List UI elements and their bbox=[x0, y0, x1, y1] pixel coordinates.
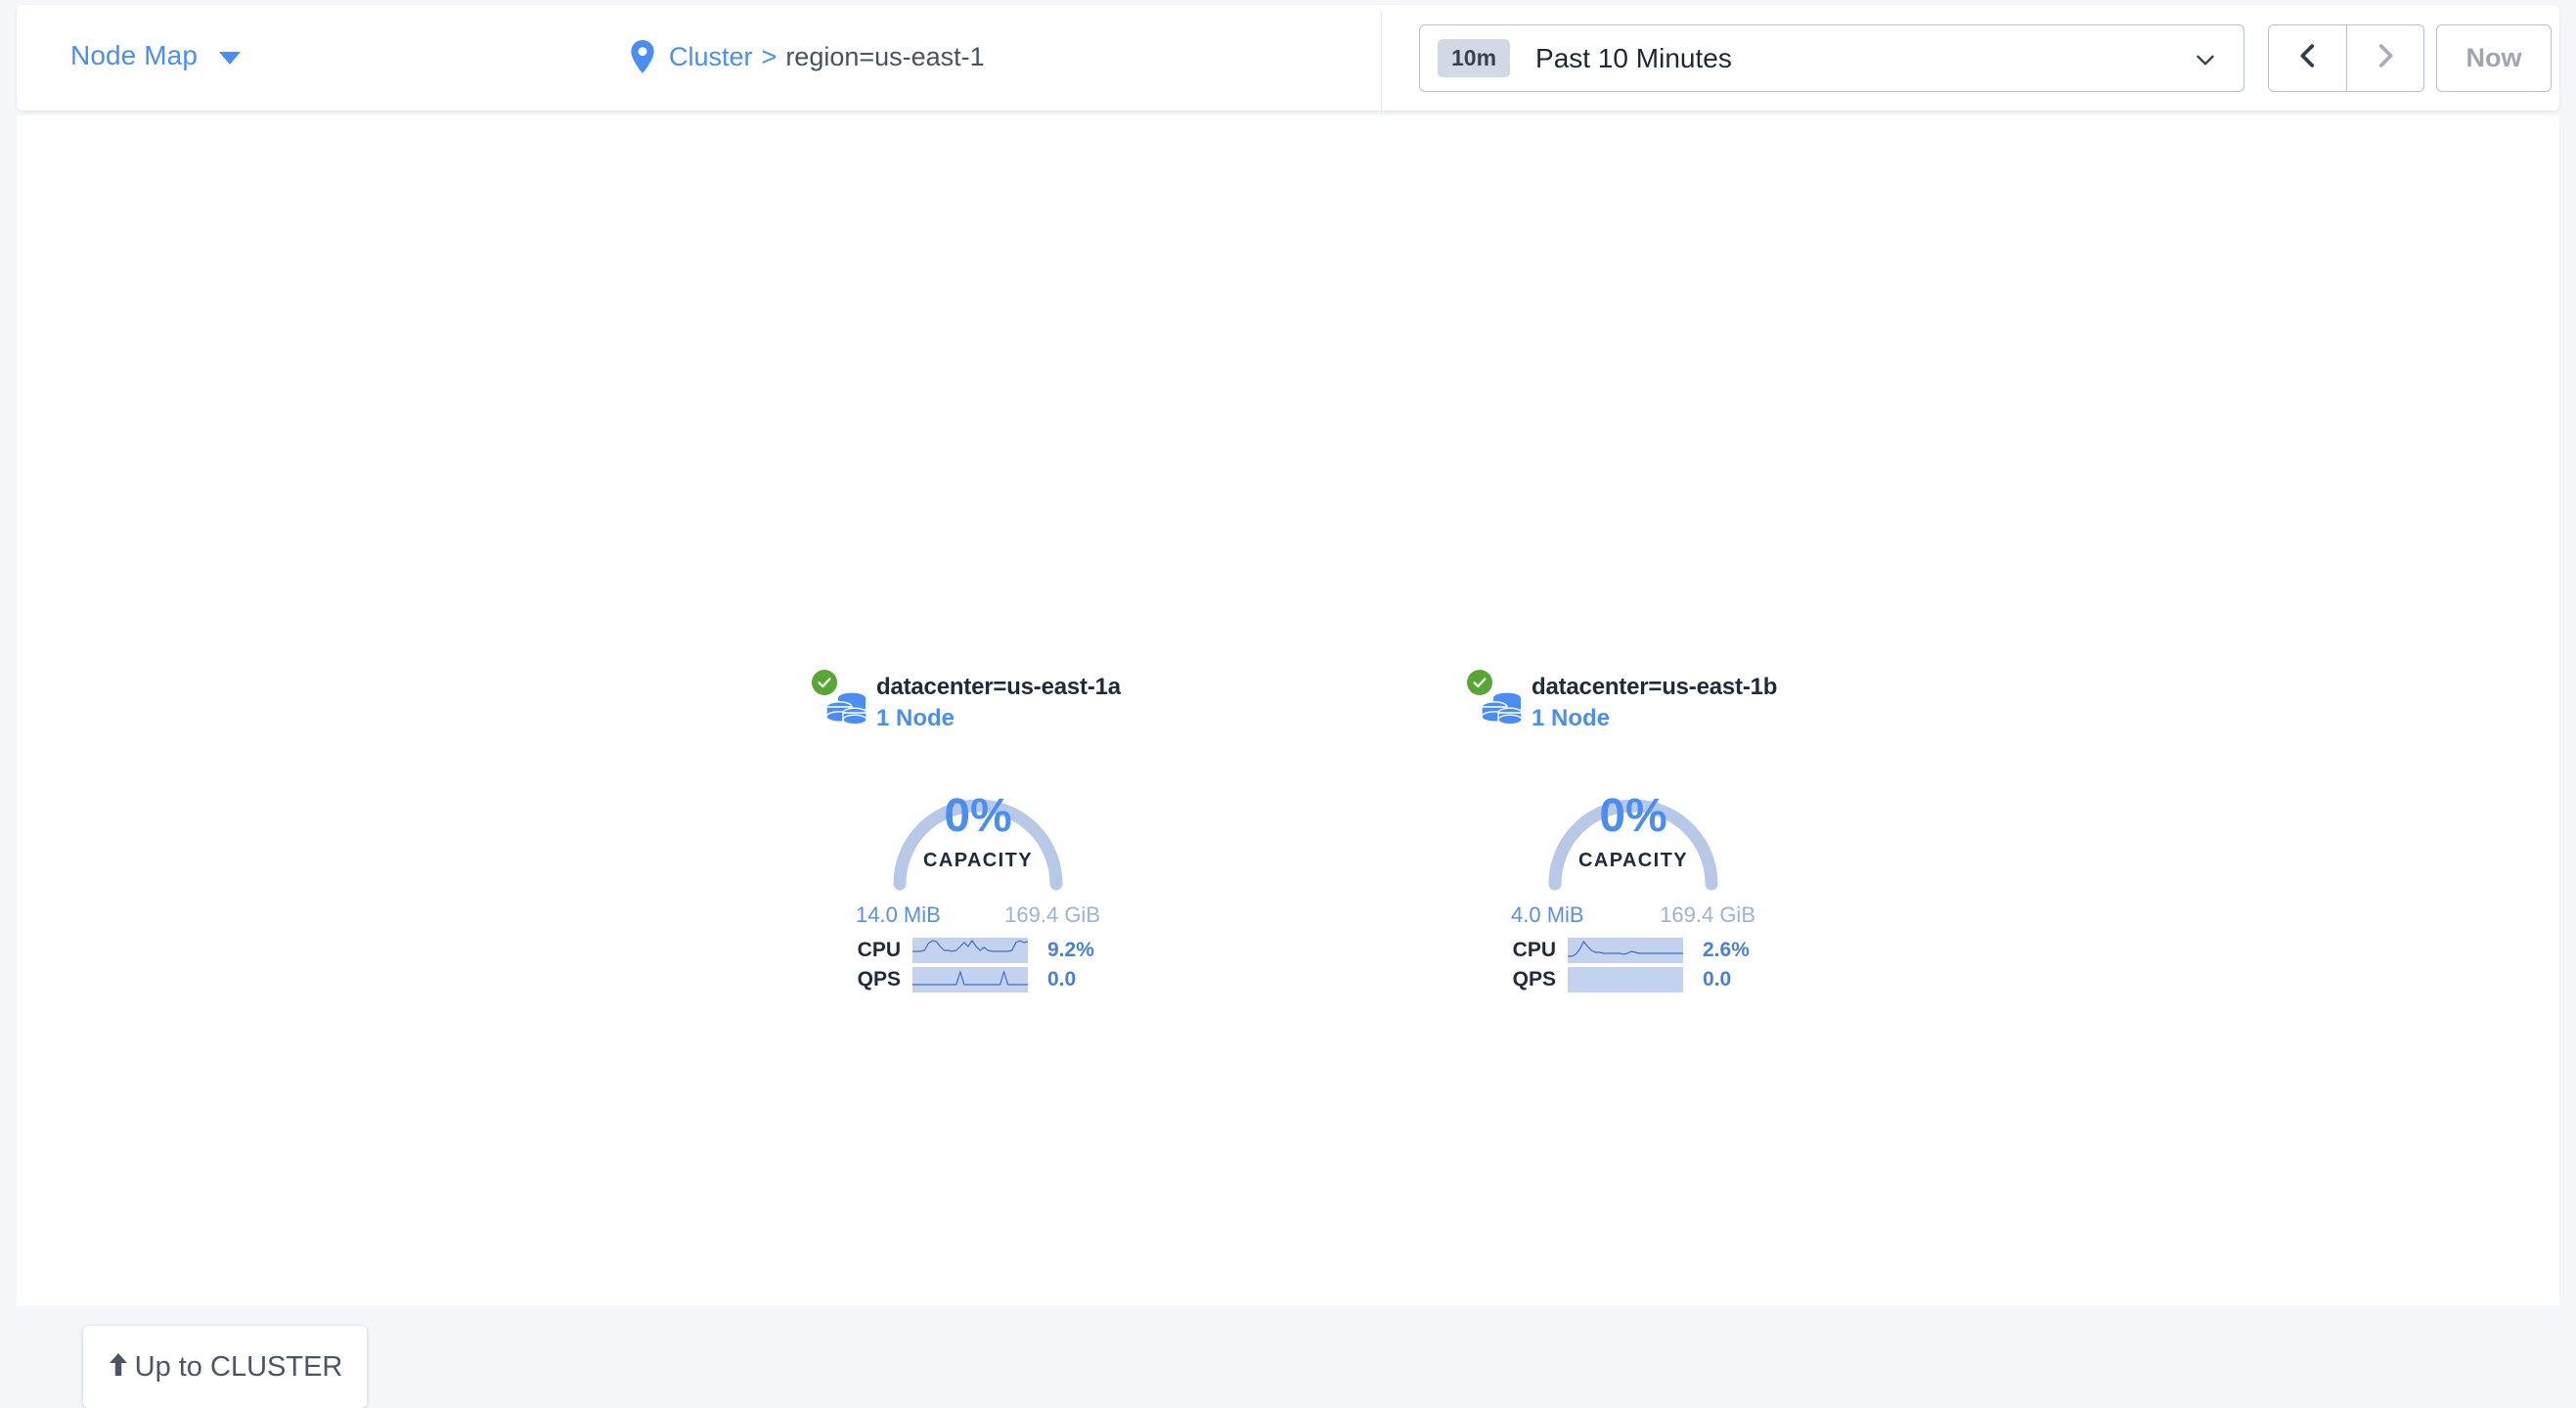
check-circle-icon bbox=[1467, 670, 1492, 695]
capacity-used: 4.0 MiB bbox=[1511, 902, 1584, 927]
metric-row: QPS 0.0 bbox=[856, 965, 1100, 994]
capacity-gauge: 0% CAPACITY bbox=[1529, 746, 1738, 895]
check-circle-icon bbox=[812, 670, 837, 695]
datacenter-node-count[interactable]: 1 Node bbox=[1532, 705, 1611, 731]
datacenter-header: datacenter=us-east-1b 1 Node bbox=[1467, 670, 1799, 734]
node-map-canvas: datacenter=us-east-1a 1 Node 0% CAPACITY… bbox=[17, 115, 2559, 1408]
time-range-badge: 10m bbox=[1438, 39, 1511, 77]
datacenter-node-count[interactable]: 1 Node bbox=[876, 705, 955, 731]
metric-value: 0.0 bbox=[1047, 968, 1077, 990]
datacenter-name: datacenter=us-east-1b bbox=[1532, 674, 1778, 700]
capacity-used: 14.0 MiB bbox=[856, 902, 941, 927]
datacenter-icon-wrap bbox=[1467, 670, 1528, 734]
metric-sparkline bbox=[912, 967, 1028, 992]
metric-value: 2.6% bbox=[1703, 939, 1750, 961]
capacity-footer: 4.0 MiB 169.4 GiB bbox=[1511, 902, 1755, 928]
metric-name: CPU bbox=[857, 939, 901, 961]
capacity-label: CAPACITY bbox=[1578, 850, 1688, 871]
metric-row: QPS 0.0 bbox=[1511, 965, 1755, 994]
capacity-percent: 0% bbox=[944, 790, 1012, 842]
datacenter-icon-wrap bbox=[812, 670, 872, 734]
metric-name: QPS bbox=[857, 968, 901, 990]
chevron-left-icon bbox=[2291, 39, 2325, 77]
metrics-list: CPU 9.2% QPS 0.0 bbox=[856, 936, 1100, 994]
breadcrumb: Cluster > region=us-east-1 bbox=[630, 40, 985, 73]
header-divider bbox=[1381, 11, 1382, 114]
time-range-value: Past 10 Minutes bbox=[1535, 42, 1732, 73]
metric-sparkline bbox=[1568, 967, 1683, 992]
datacenter-card[interactable]: datacenter=us-east-1b 1 Node 0% CAPACITY… bbox=[1467, 670, 1799, 994]
metric-row: CPU 2.6% bbox=[1511, 936, 1755, 965]
capacity-label: CAPACITY bbox=[923, 850, 1033, 871]
time-prev-button[interactable] bbox=[2269, 25, 2346, 91]
time-next-button[interactable] bbox=[2346, 25, 2423, 91]
arrow-up-icon bbox=[108, 1351, 129, 1384]
capacity-gauge: 0% CAPACITY bbox=[873, 746, 1083, 895]
capacity-total: 169.4 GiB bbox=[1004, 902, 1100, 927]
up-to-cluster-label: Up to CLUSTER bbox=[134, 1350, 343, 1383]
metric-name: QPS bbox=[1512, 968, 1556, 990]
datacenter-name: datacenter=us-east-1a bbox=[876, 674, 1121, 700]
metric-row: CPU 9.2% bbox=[856, 936, 1100, 965]
chevron-down-icon bbox=[219, 51, 241, 65]
database-stack-icon bbox=[1480, 684, 1525, 734]
header-bar: Node Map Cluster > region=us-east-1 10m … bbox=[17, 5, 2559, 114]
datacenter-titles: datacenter=us-east-1a 1 Node bbox=[872, 673, 1121, 732]
now-button[interactable]: Now bbox=[2436, 24, 2552, 92]
capacity-percent: 0% bbox=[1599, 790, 1667, 842]
location-pin-icon bbox=[630, 40, 655, 73]
breadcrumb-current: region=us-east-1 bbox=[785, 41, 985, 71]
metric-name: CPU bbox=[1512, 939, 1556, 961]
metrics-list: CPU 2.6% QPS 0.0 bbox=[1511, 936, 1755, 994]
datacenter-titles: datacenter=us-east-1b 1 Node bbox=[1528, 673, 1777, 732]
metric-value: 9.2% bbox=[1047, 939, 1094, 961]
up-to-cluster-button[interactable]: Up to CLUSTER bbox=[83, 1326, 367, 1408]
view-selector-label: Node Map bbox=[70, 40, 198, 70]
breadcrumb-separator: > bbox=[761, 41, 777, 71]
capacity-total: 169.4 GiB bbox=[1660, 902, 1755, 927]
time-nav-group bbox=[2268, 24, 2424, 92]
capacity-footer: 14.0 MiB 169.4 GiB bbox=[856, 902, 1100, 928]
metric-sparkline bbox=[1568, 938, 1683, 963]
breadcrumb-root-link[interactable]: Cluster bbox=[669, 41, 753, 71]
view-selector[interactable]: Node Map bbox=[70, 40, 241, 71]
chevron-down-icon bbox=[2193, 47, 2218, 77]
datacenter-header: datacenter=us-east-1a 1 Node bbox=[812, 670, 1144, 734]
metric-value: 0.0 bbox=[1703, 968, 1732, 990]
datacenter-card[interactable]: datacenter=us-east-1a 1 Node 0% CAPACITY… bbox=[812, 670, 1144, 994]
time-range-select[interactable]: 10m Past 10 Minutes bbox=[1419, 24, 2244, 92]
metric-sparkline bbox=[912, 938, 1028, 963]
database-stack-icon bbox=[824, 684, 869, 734]
chevron-right-icon bbox=[2369, 39, 2402, 77]
